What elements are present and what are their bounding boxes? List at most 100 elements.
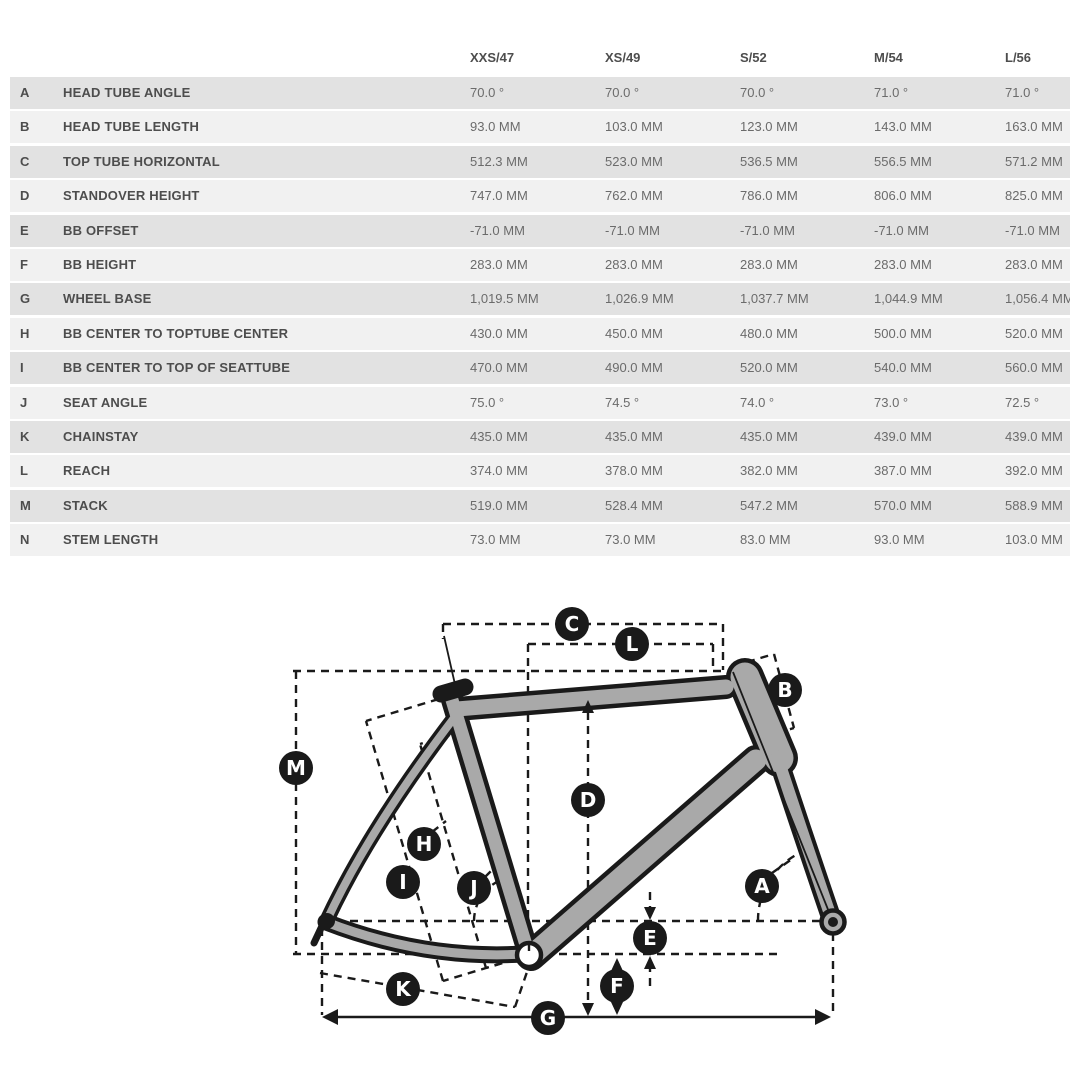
spec-value: 435.0 MM [470,428,528,444]
spec-value: 70.0 ° [470,85,505,100]
spec-value: 571.2 MM [1005,153,1063,169]
spec-value: 103.0 MM [1005,532,1063,548]
spec-row: A HEAD TUBE ANGLE 70.0 ° 70.0 ° 70.0 ° 7… [10,77,1070,109]
badge-a: A [745,869,779,903]
spec-label: BB CENTER TO TOPTUBE CENTER [63,325,289,341]
svg-text:M: M [286,756,306,780]
svg-text:F: F [610,974,624,998]
spec-value: 536.5 MM [740,153,798,169]
size-column-header: XS/49 [605,49,641,65]
badge-l: L [615,627,649,661]
spec-row: J SEAT ANGLE 75.0 ° 74.5 ° 74.0 ° 73.0 °… [10,386,1070,419]
spec-key: K [20,428,30,444]
spec-label: BB HEIGHT [63,256,137,272]
badge-g: G [531,1001,565,1035]
svg-text:G: G [540,1006,556,1030]
spec-value: 500.0 MM [874,325,932,341]
spec-value: 470.0 MM [470,360,528,376]
spec-value: 70.0 ° [740,85,775,100]
spec-value: 430.0 MM [470,325,528,341]
spec-key: E [20,222,29,238]
badge-k: K [386,972,420,1006]
spec-value: 519.0 MM [470,497,528,513]
geometry-table: XXS/47 XS/49 S/52 M/54 L/56 A HEAD TUBE … [10,41,1070,558]
svg-text:D: D [580,788,597,812]
spec-value: 283.0 MM [874,256,932,272]
spec-key: M [20,497,31,513]
spec-label: BB OFFSET [63,222,139,238]
wheelbase-line [322,1009,831,1025]
spec-key: J [20,394,28,410]
spec-label: HEAD TUBE ANGLE [63,85,191,100]
spec-key: D [20,188,30,204]
spec-row: N STEM LENGTH 73.0 MM 73.0 MM 83.0 MM 93… [10,524,1070,557]
spec-row: B HEAD TUBE LENGTH 93.0 MM 103.0 MM 123.… [10,111,1070,144]
spec-value: 382.0 MM [740,463,798,479]
spec-value: -71.0 MM [470,222,525,238]
spec-key: A [20,85,30,100]
badge-f: F [600,969,634,1003]
spec-value: 439.0 MM [1005,428,1063,444]
badge-j: J [457,871,491,905]
spec-key: C [20,153,30,169]
spec-value: 547.2 MM [740,497,798,513]
size-column-header: S/52 [740,49,767,65]
spec-value: 528.4 MM [605,497,663,513]
geometry-diagram: A B C D E F G H [0,560,1080,1080]
spec-label: CHAINSTAY [63,428,139,444]
spec-value: 75.0 ° [470,394,505,410]
spec-value: 143.0 MM [874,119,932,135]
spec-label: TOP TUBE HORIZONTAL [63,153,220,169]
spec-value: 480.0 MM [740,325,798,341]
spec-key: B [20,119,30,135]
badge-c: C [555,607,589,641]
spec-value: 374.0 MM [470,463,528,479]
svg-text:L: L [626,632,639,656]
badge-i: I [386,865,420,899]
dimension-arrows [582,700,656,1016]
spec-row: K CHAINSTAY 435.0 MM 435.0 MM 435.0 MM 4… [10,420,1070,453]
spec-value: 520.0 MM [1005,325,1063,341]
size-column-header: XXS/47 [470,49,515,65]
spec-value: 540.0 MM [874,360,932,376]
spec-row: C TOP TUBE HORIZONTAL 512.3 MM 523.0 MM … [10,145,1070,178]
badge-d: D [571,783,605,817]
spec-row: G WHEEL BASE 1,019.5 MM 1,026.9 MM 1,037… [10,283,1070,316]
spec-value: -71.0 MM [605,222,660,238]
table-body: A HEAD TUBE ANGLE 70.0 ° 70.0 ° 70.0 ° 7… [10,77,1070,557]
spec-value: 83.0 MM [740,532,791,548]
spec-key: H [20,325,30,341]
badge-h: H [407,827,441,861]
spec-value: 450.0 MM [605,325,663,341]
spec-row: L REACH 374.0 MM 378.0 MM 382.0 MM 387.0… [10,455,1070,488]
spec-value: 163.0 MM [1005,119,1063,135]
spec-value: 439.0 MM [874,428,932,444]
spec-value: 123.0 MM [740,119,798,135]
svg-text:K: K [395,977,412,1001]
spec-key: I [20,360,24,376]
svg-text:I: I [399,870,406,894]
spec-value: 93.0 MM [470,119,521,135]
spec-value: 73.0 MM [470,532,521,548]
spec-key: N [20,532,30,548]
spec-value: 283.0 MM [740,256,798,272]
spec-label: REACH [63,463,111,479]
spec-row: E BB OFFSET -71.0 MM -71.0 MM -71.0 MM -… [10,214,1070,247]
spec-value: 1,044.9 MM [874,291,943,307]
spec-value: 786.0 MM [740,188,798,204]
spec-value: 73.0 MM [605,532,656,548]
svg-text:B: B [777,678,792,702]
spec-row: D STANDOVER HEIGHT 747.0 MM 762.0 MM 786… [10,180,1070,213]
spec-label: BB CENTER TO TOP OF SEATTUBE [63,360,291,376]
spec-key: F [20,256,28,272]
size-column-header: M/54 [874,49,903,65]
bike-frame [310,658,847,971]
spec-value: 392.0 MM [1005,463,1063,479]
spec-label: STANDOVER HEIGHT [63,188,200,204]
spec-value: 747.0 MM [470,188,528,204]
spec-value: 1,056.4 MM [1005,291,1070,307]
spec-value: 490.0 MM [605,360,663,376]
spec-value: -71.0 MM [1005,222,1060,238]
spec-value: 387.0 MM [874,463,932,479]
spec-label: STACK [63,497,108,513]
